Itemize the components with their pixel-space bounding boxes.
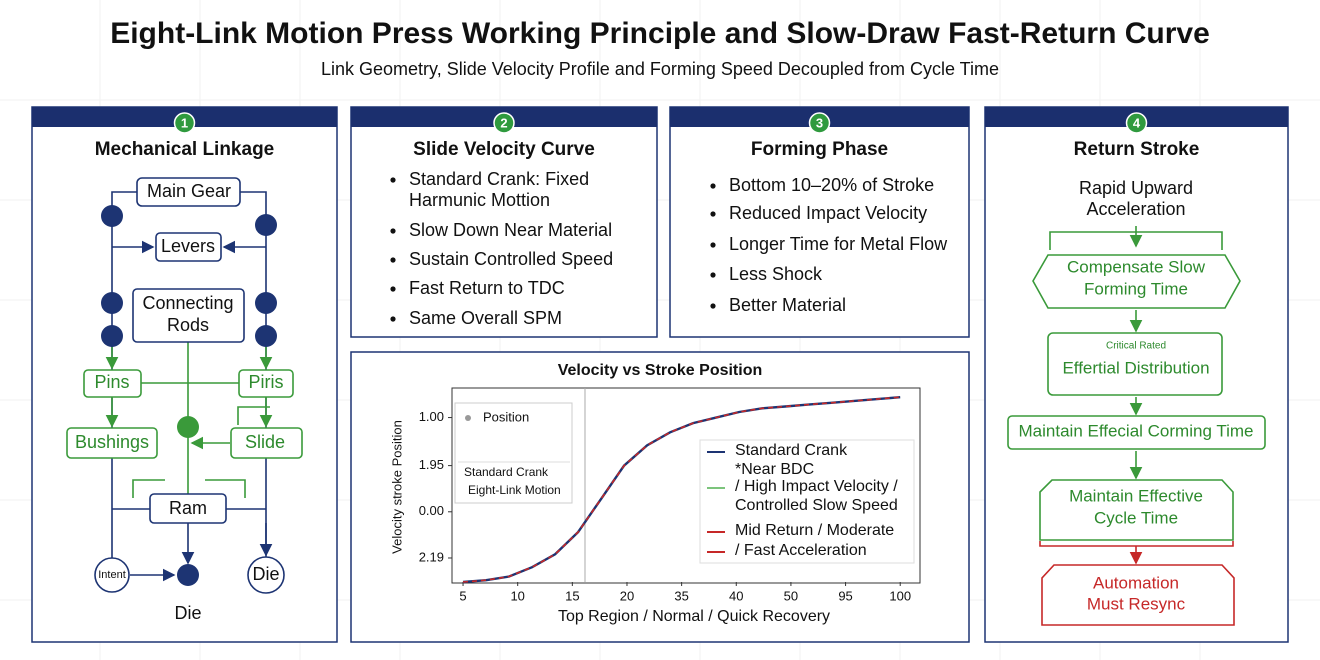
page-subtitle: Link Geometry, Slide Velocity Profile an… (321, 59, 999, 79)
step-badge (1125, 112, 1148, 134)
y-tick-label: 1.95 (419, 457, 444, 472)
flow-step-label: Forming Time (1084, 279, 1188, 298)
node-label: Ram (169, 498, 207, 518)
bullet-text: Reduced Impact Velocity (729, 203, 927, 223)
bullet-dot (390, 316, 396, 322)
y-tick-label: 1.00 (419, 409, 444, 424)
bullet-text: Harmunic Mottion (409, 190, 550, 210)
bullet-text: Fast Return to TDC (409, 278, 565, 298)
panel-title: Return Stroke (1074, 139, 1200, 160)
step-number: 1 (181, 115, 188, 130)
bullet-text: Slow Down Near Material (409, 220, 612, 240)
node-label: Bushings (75, 432, 149, 452)
bullet-text: Less Shock (729, 264, 823, 284)
y-tick-label: 2.19 (419, 549, 444, 564)
step-badge (808, 112, 831, 134)
annotation-text: / Fast Acceleration (735, 542, 867, 559)
flow-step-label: Must Resync (1087, 594, 1186, 613)
node-label: Rods (167, 315, 209, 335)
bullet-dot (710, 242, 716, 248)
x-tick-label: 20 (620, 588, 634, 603)
flow-step-label: Rapid Upward (1079, 178, 1193, 198)
node-label: Die (252, 564, 279, 584)
bullet-text: Bottom 10–20% of Stroke (729, 175, 934, 195)
legend-title: Position (483, 409, 529, 424)
flow-step-label: Cycle Time (1094, 508, 1178, 527)
x-tick-label: 10 (510, 588, 524, 603)
flow-step-label: Maintain Effecial Corming Time (1019, 421, 1254, 440)
linkage-diagram (66, 177, 303, 594)
x-tick-label: 5 (459, 588, 466, 603)
bullet-dot (710, 211, 716, 217)
bullet-dot (710, 183, 716, 189)
chart-title: Velocity vs Stroke Position (558, 362, 763, 379)
bullet-dot (390, 257, 396, 263)
flow-step-label: Maintain Effective (1069, 486, 1203, 505)
node-label: Die (174, 603, 201, 623)
y-tick-label: 0.00 (419, 503, 444, 518)
return-flow (1007, 226, 1266, 626)
panel-title: Slide Velocity Curve (413, 139, 595, 160)
x-tick-label: 100 (889, 588, 911, 603)
step-number: 2 (500, 115, 507, 130)
legend-entry: Standard Crank (464, 465, 549, 479)
legend-box (454, 402, 573, 504)
bullet-dot (710, 303, 716, 309)
series-line (462, 396, 901, 583)
flow-step-label: Effertial Distribution (1062, 358, 1209, 377)
flow-step-label: Critical Rated (1106, 341, 1166, 352)
legend-entry: Eight-Link Motion (468, 483, 561, 497)
x-tick-label: 35 (674, 588, 688, 603)
page-title: Eight-Link Motion Press Working Principl… (110, 17, 1210, 50)
bullet-text: Standard Crank: Fixed (409, 169, 589, 189)
annotation-text: *Near BDC (735, 461, 814, 478)
x-tick-label: 95 (838, 588, 852, 603)
annotation-text: / High Impact Velocity / (735, 478, 898, 495)
bullet-text: Longer Time for Metal Flow (729, 234, 948, 254)
node-label: Main Gear (147, 181, 231, 201)
bullet-text: Sustain Controlled Speed (409, 249, 613, 269)
annotation-text: Standard Crank (735, 442, 848, 459)
bullet-dot (710, 272, 716, 278)
step-number: 4 (1133, 115, 1141, 130)
bullet-text: Better Material (729, 295, 846, 315)
annotation-box (699, 439, 915, 564)
x-tick-label: 15 (565, 588, 579, 603)
legend-dot (465, 415, 471, 421)
node-label: Slide (245, 432, 285, 452)
flow-step-label: Compensate Slow (1067, 257, 1206, 276)
node-label: Levers (161, 236, 215, 256)
node-label: Piris (249, 372, 284, 392)
x-axis-label: Top Region / Normal / Quick Recovery (558, 608, 830, 625)
bullet-dot (390, 228, 396, 234)
x-tick-label: 50 (784, 588, 798, 603)
bullet-text: Same Overall SPM (409, 308, 562, 328)
flow-step-label: Automation (1093, 573, 1179, 592)
bullet-dot (390, 286, 396, 292)
step-number: 3 (816, 115, 823, 130)
node-label: Pins (94, 372, 129, 392)
annotation-text: Controlled Slow Speed (735, 497, 898, 514)
annotation-text: Mid Return / Moderate (735, 522, 894, 539)
panel-title: Forming Phase (751, 139, 888, 160)
step-badge (173, 112, 196, 134)
panel-title: Mechanical Linkage (95, 139, 275, 160)
y-axis-label: Velocity stroke Position (389, 420, 404, 554)
bullet-dot (390, 177, 396, 183)
node-label: Connecting (142, 293, 233, 313)
step-badge (493, 112, 515, 134)
x-tick-label: 40 (729, 588, 743, 603)
node-label: Intent (98, 569, 126, 581)
flow-step-label: Acceleration (1086, 199, 1185, 219)
